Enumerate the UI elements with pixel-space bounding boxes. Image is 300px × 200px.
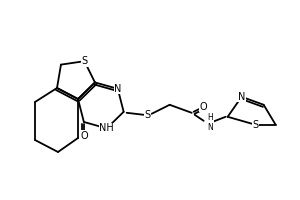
Text: N: N bbox=[114, 84, 122, 94]
Text: S: S bbox=[145, 110, 151, 120]
Text: N: N bbox=[238, 92, 245, 102]
Text: H
N: H N bbox=[208, 113, 213, 132]
Text: NH: NH bbox=[99, 123, 114, 133]
Text: S: S bbox=[81, 56, 88, 66]
Text: O: O bbox=[80, 131, 88, 141]
Text: S: S bbox=[253, 120, 259, 130]
Text: O: O bbox=[200, 102, 208, 112]
